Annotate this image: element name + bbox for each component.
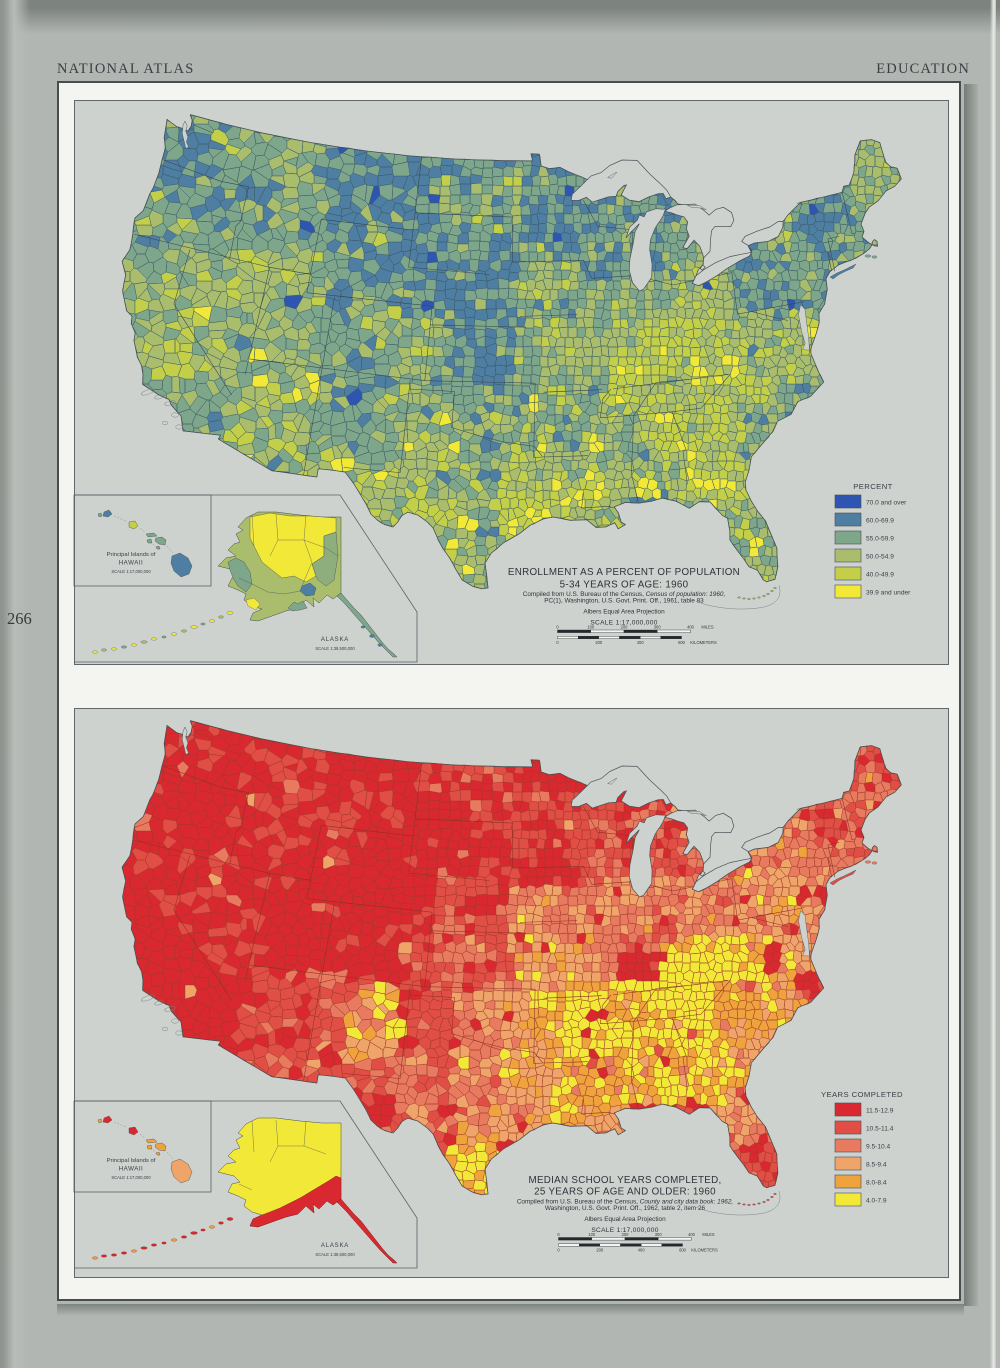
svg-text:5-34 YEARS OF AGE: 1960: 5-34 YEARS OF AGE: 1960 bbox=[560, 580, 689, 591]
svg-text:SCALE 1:17,000,000: SCALE 1:17,000,000 bbox=[590, 620, 657, 627]
svg-text:4.0-7.9: 4.0-7.9 bbox=[866, 1198, 887, 1205]
svg-text:200: 200 bbox=[622, 1232, 630, 1237]
svg-text:200: 200 bbox=[596, 1247, 604, 1252]
svg-text:SCALE 1:38,500,000: SCALE 1:38,500,000 bbox=[315, 1252, 355, 1257]
svg-text:HAWAII: HAWAII bbox=[119, 1166, 144, 1173]
svg-text:KILOMETERS: KILOMETERS bbox=[691, 1247, 718, 1252]
svg-text:0: 0 bbox=[556, 625, 559, 630]
svg-text:300: 300 bbox=[654, 625, 662, 630]
svg-text:MILES: MILES bbox=[701, 625, 714, 630]
svg-text:SCALE 1:17,000,000: SCALE 1:17,000,000 bbox=[591, 1227, 658, 1234]
svg-text:300: 300 bbox=[655, 1232, 663, 1237]
svg-text:SCALE 1:17,000,000: SCALE 1:17,000,000 bbox=[111, 569, 151, 574]
svg-text:Compiled from U.S. Bureau of t: Compiled from U.S. Bureau of the Census,… bbox=[517, 1199, 734, 1206]
svg-text:Principal Islands of: Principal Islands of bbox=[107, 1158, 156, 1164]
svg-text:9.5-10.4: 9.5-10.4 bbox=[866, 1144, 891, 1151]
svg-text:10.5-11.4: 10.5-11.4 bbox=[866, 1126, 894, 1133]
svg-text:PERCENT: PERCENT bbox=[853, 482, 893, 491]
svg-text:HAWAII: HAWAII bbox=[119, 560, 144, 567]
svg-text:Washington, U.S. Govt. Print.: Washington, U.S. Govt. Print. Off., 1962… bbox=[545, 1205, 706, 1212]
svg-text:400: 400 bbox=[687, 625, 695, 630]
svg-text:39.9 and under: 39.9 and under bbox=[866, 590, 911, 597]
svg-text:600: 600 bbox=[678, 640, 686, 645]
svg-text:100: 100 bbox=[587, 625, 595, 630]
svg-text:0: 0 bbox=[557, 1247, 560, 1252]
svg-text:PC(1), Washington, U.S. Govt.: PC(1), Washington, U.S. Govt. Print. Off… bbox=[544, 598, 704, 605]
svg-text:400: 400 bbox=[637, 640, 645, 645]
svg-text:0: 0 bbox=[557, 1232, 560, 1237]
svg-text:400: 400 bbox=[688, 1232, 696, 1237]
svg-text:8.0-8.4: 8.0-8.4 bbox=[866, 1180, 887, 1187]
svg-text:YEARS COMPLETED: YEARS COMPLETED bbox=[821, 1090, 903, 1099]
svg-text:ALASKA: ALASKA bbox=[321, 637, 349, 643]
svg-text:MILES: MILES bbox=[702, 1232, 715, 1237]
svg-text:Principal Islands of: Principal Islands of bbox=[107, 552, 156, 558]
svg-text:Compiled from U.S. Bureau of t: Compiled from U.S. Bureau of the Census,… bbox=[523, 591, 726, 598]
svg-text:Albers Equal Area Projection: Albers Equal Area Projection bbox=[583, 609, 665, 616]
svg-text:SCALE 1:38,500,000: SCALE 1:38,500,000 bbox=[315, 646, 355, 651]
svg-text:MEDIAN SCHOOL YEARS COMPLETED,: MEDIAN SCHOOL YEARS COMPLETED, bbox=[528, 1175, 721, 1186]
svg-text:70.0 and over: 70.0 and over bbox=[866, 500, 907, 507]
svg-text:55.0-59.9: 55.0-59.9 bbox=[866, 536, 894, 543]
svg-text:Albers Equal Area Projection: Albers Equal Area Projection bbox=[584, 1216, 666, 1223]
svg-text:40.0-49.9: 40.0-49.9 bbox=[866, 572, 894, 579]
svg-text:0: 0 bbox=[556, 640, 559, 645]
svg-text:25 YEARS OF AGE AND OLDER: 196: 25 YEARS OF AGE AND OLDER: 1960 bbox=[534, 1187, 716, 1198]
svg-text:ENROLLMENT AS A PERCENT OF POP: ENROLLMENT AS A PERCENT OF POPULATION bbox=[508, 567, 740, 578]
svg-text:SCALE 1:17,000,000: SCALE 1:17,000,000 bbox=[111, 1175, 151, 1180]
svg-text:8.5-9.4: 8.5-9.4 bbox=[866, 1162, 887, 1169]
svg-text:400: 400 bbox=[638, 1247, 646, 1252]
svg-text:100: 100 bbox=[588, 1232, 596, 1237]
svg-text:200: 200 bbox=[621, 625, 629, 630]
svg-text:60.0-69.9: 60.0-69.9 bbox=[866, 518, 894, 525]
svg-text:ALASKA: ALASKA bbox=[321, 1243, 349, 1249]
svg-text:50.0-54.9: 50.0-54.9 bbox=[866, 554, 894, 561]
svg-text:200: 200 bbox=[595, 640, 603, 645]
svg-text:KILOMETERS: KILOMETERS bbox=[690, 640, 717, 645]
svg-text:11.5-12.9: 11.5-12.9 bbox=[866, 1108, 894, 1115]
svg-text:600: 600 bbox=[679, 1247, 687, 1252]
